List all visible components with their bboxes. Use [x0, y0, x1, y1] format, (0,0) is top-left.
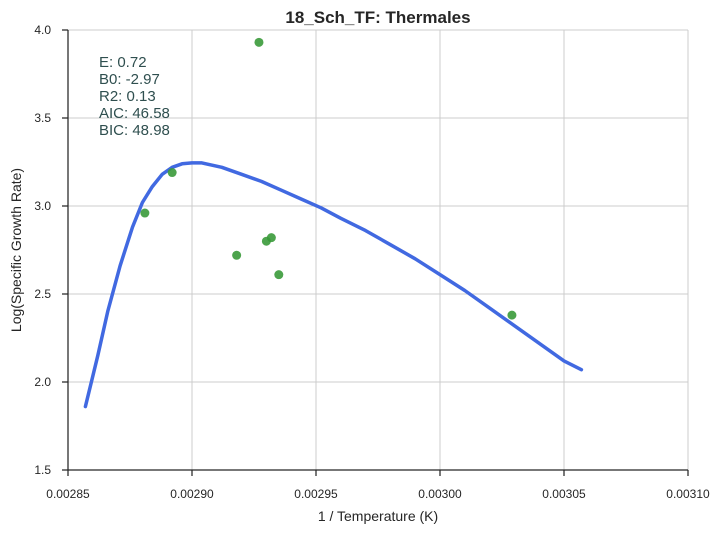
points-layer: [140, 37, 517, 320]
y-tick-label: 4.0: [34, 23, 51, 37]
data-point: [232, 250, 242, 260]
data-point: [254, 37, 264, 47]
x-axis-label: 1 / Temperature (K): [318, 508, 438, 524]
x-tick-label: 0.00300: [418, 487, 462, 501]
y-tick-label: 2.5: [34, 287, 51, 301]
x-tick-label: 0.00305: [542, 487, 586, 501]
data-point: [274, 270, 284, 280]
fit-layer: [83, 161, 584, 409]
stat-line: AIC: 46.58: [99, 105, 170, 122]
y-ticks: 1.5 2.0 2.5 3.0 3.5 4.0: [34, 23, 68, 477]
data-point: [167, 168, 177, 178]
y-tick-label: 1.5: [34, 463, 51, 477]
y-tick-label: 2.0: [34, 375, 51, 389]
data-point: [507, 310, 517, 320]
stat-line: R2: 0.13: [99, 88, 156, 105]
stat-line: BIC: 48.98: [99, 122, 170, 139]
x-tick-label: 0.00295: [294, 487, 338, 501]
x-ticks: 0.00285 0.00290 0.00295 0.00300 0.00305 0.003…: [46, 470, 710, 501]
stat-line: B0: -2.97: [99, 71, 160, 88]
fit-curve: [83, 161, 584, 409]
y-tick-label: 3.0: [34, 199, 51, 213]
grid-lines: [68, 29, 689, 470]
axes: [67, 30, 688, 471]
x-tick-label: 0.00290: [170, 487, 214, 501]
chart-title: 18_Sch_TF: Thermales: [285, 8, 470, 27]
x-tick-label: 0.00285: [46, 487, 90, 501]
data-point: [266, 233, 276, 243]
plot-background: [68, 30, 688, 470]
data-point: [140, 208, 150, 218]
stat-line: E: 0.72: [99, 54, 147, 71]
y-axis-label: Log(Specific Growth Rate): [8, 168, 24, 332]
x-tick-label: 0.00310: [666, 487, 710, 501]
y-tick-label: 3.5: [34, 111, 51, 125]
